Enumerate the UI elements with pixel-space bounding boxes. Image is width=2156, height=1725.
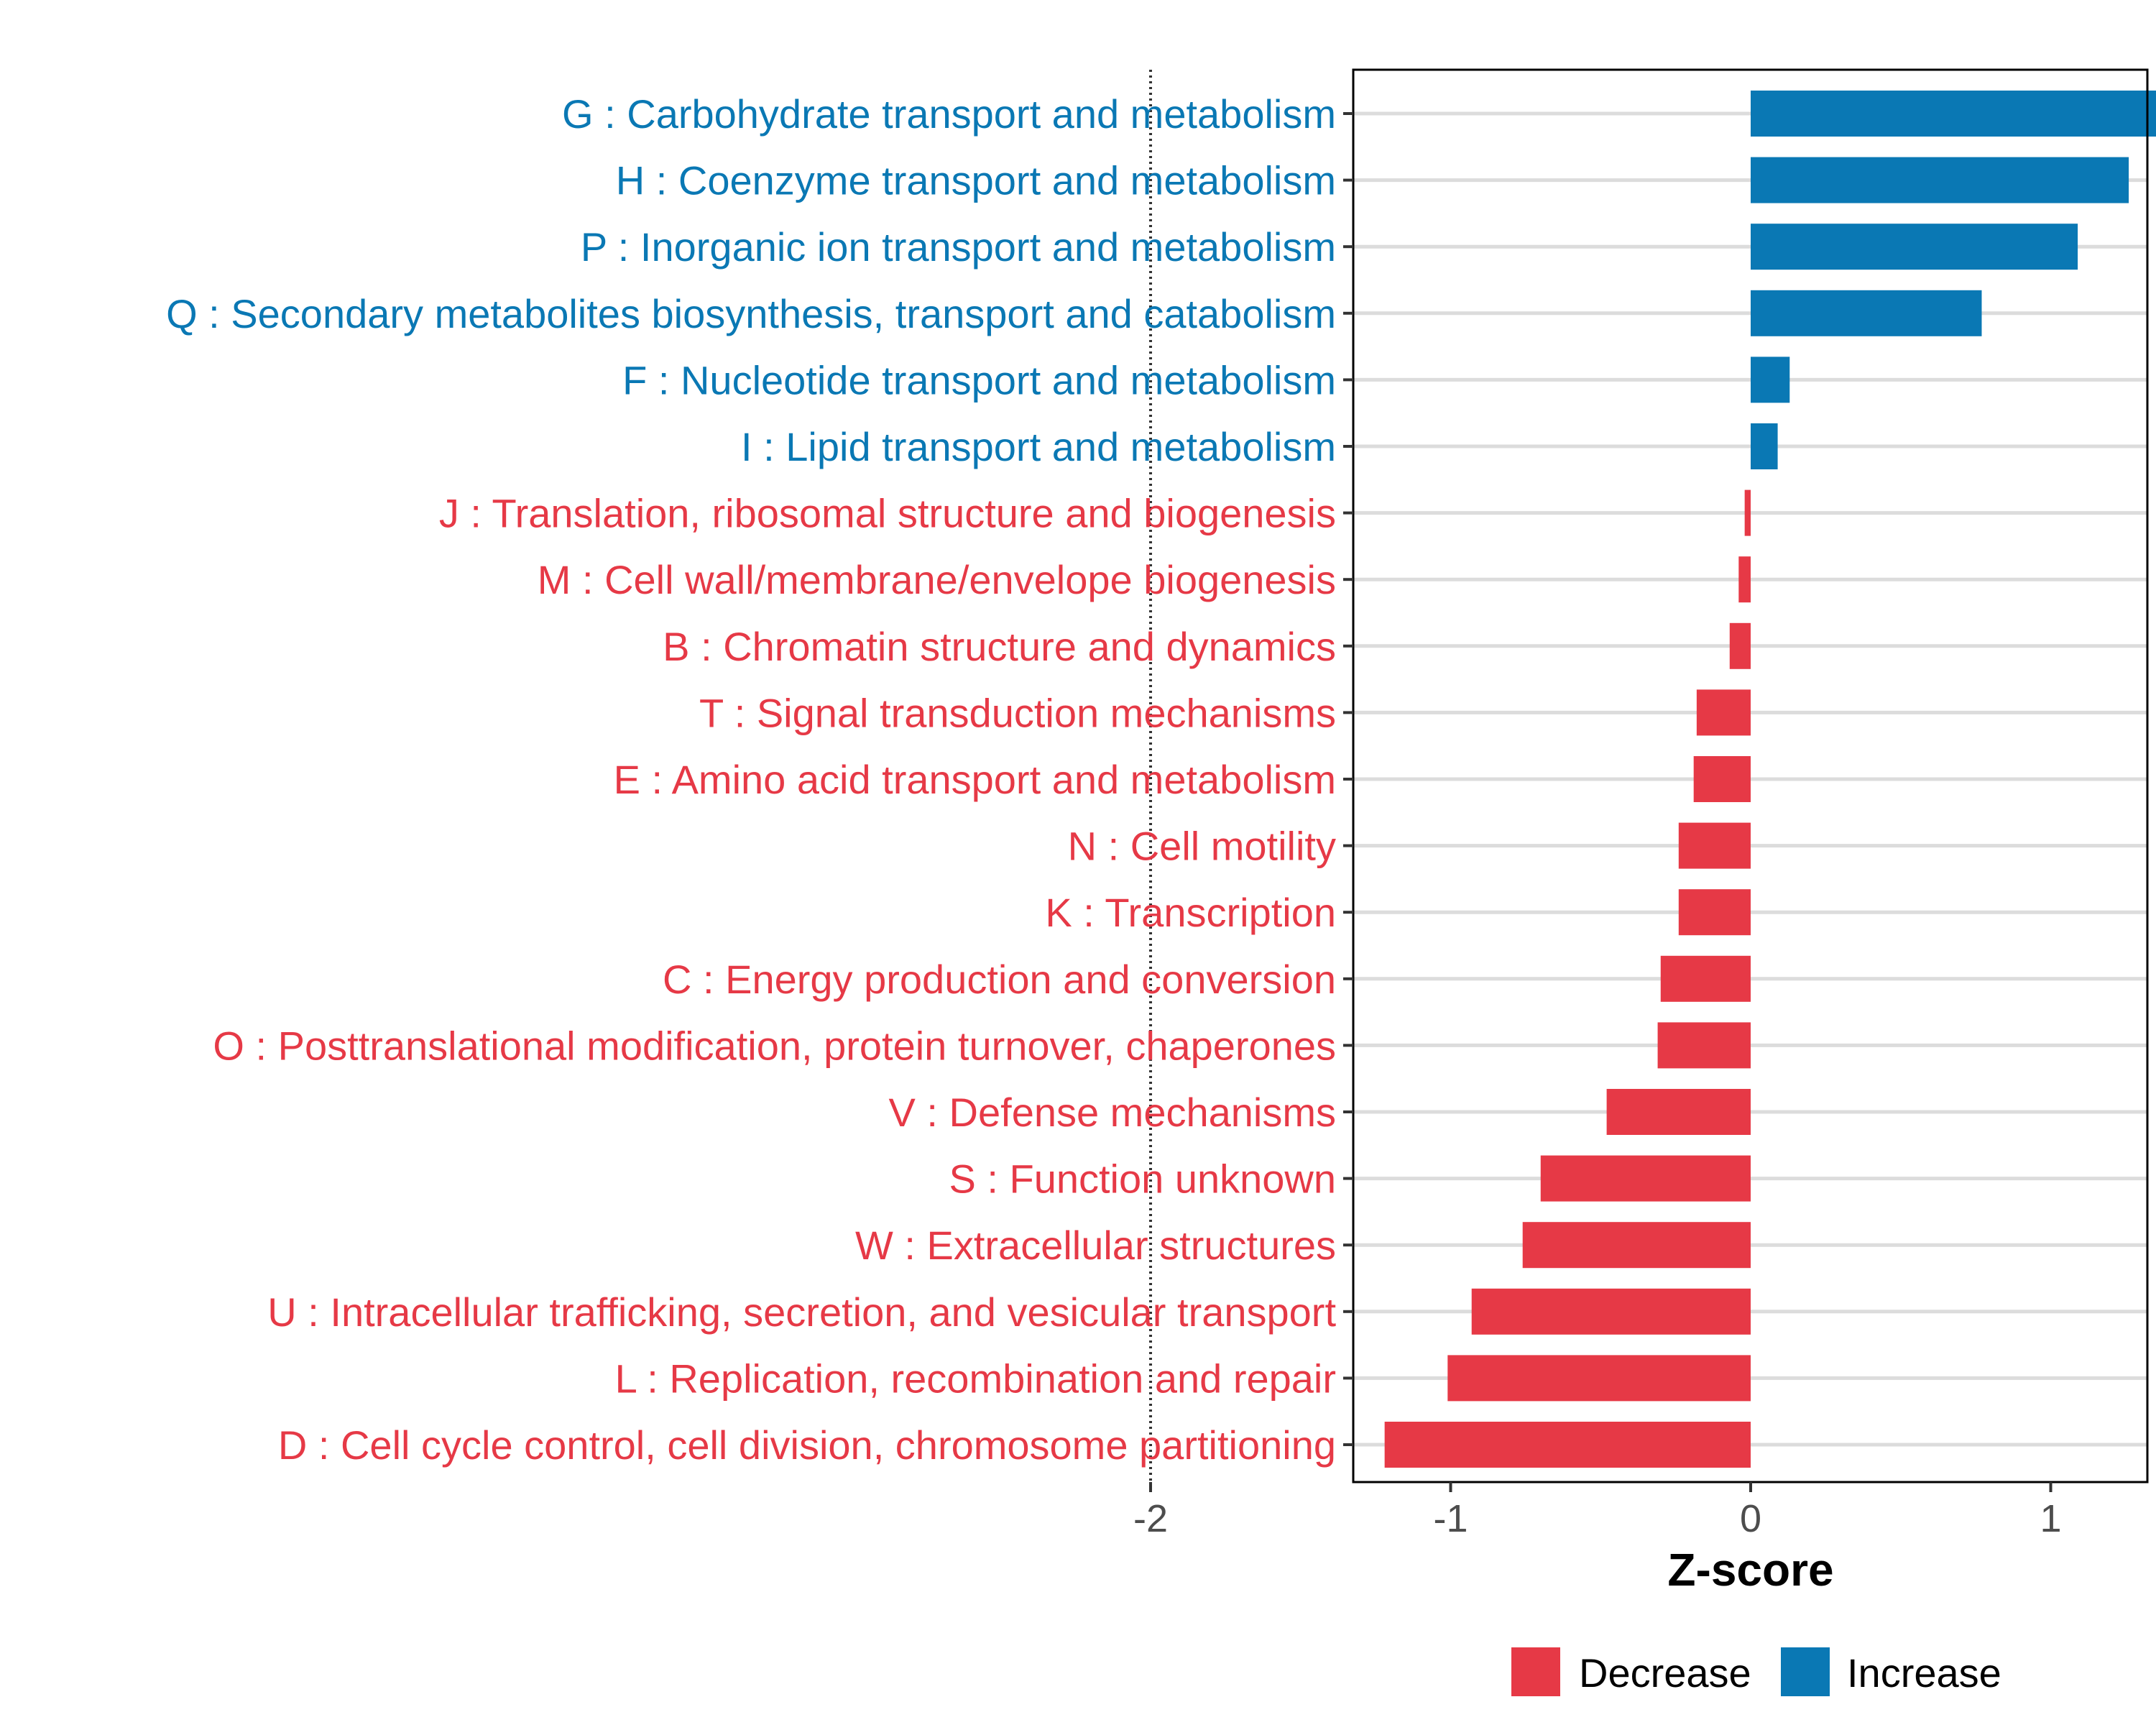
bar-decrease: [1678, 889, 1751, 936]
bar-increase: [1751, 91, 2156, 137]
category-label: K : Transcription: [1045, 890, 1336, 935]
bar-decrease: [1606, 1089, 1751, 1135]
category-label: T : Signal transduction mechanisms: [699, 690, 1336, 735]
category-label: O : Posttranslational modification, prot…: [213, 1023, 1336, 1068]
category-label: J : Translation, ribosomal structure and…: [439, 491, 1336, 536]
bar-decrease: [1471, 1288, 1751, 1335]
x-tick-label: -1: [1433, 1497, 1468, 1540]
category-label: F : Nucleotide transport and metabolism: [622, 357, 1336, 402]
category-label: D : Cell cycle control, cell division, c…: [278, 1422, 1336, 1468]
bar-decrease: [1657, 1022, 1751, 1069]
bar-decrease: [1678, 822, 1751, 869]
category-label: C : Energy production and conversion: [663, 957, 1336, 1002]
bar-decrease: [1447, 1355, 1751, 1402]
legend-swatch-increase: [1781, 1647, 1830, 1696]
category-label: V : Defense mechanisms: [889, 1090, 1336, 1135]
category-label: L : Replication, recombination and repai…: [615, 1356, 1336, 1401]
bar-increase: [1751, 290, 1982, 336]
legend-label-decrease: Decrease: [1579, 1650, 1751, 1696]
x-tick-label: -2: [1133, 1497, 1168, 1540]
category-label: S : Function unknown: [949, 1156, 1336, 1202]
bar-decrease: [1540, 1155, 1751, 1202]
bar-decrease: [1744, 489, 1751, 536]
bar-increase: [1751, 423, 1778, 469]
bar-decrease: [1522, 1222, 1751, 1269]
x-axis-title: Z-score: [1667, 1544, 1833, 1596]
x-tick-label: 1: [2040, 1497, 2061, 1540]
category-label: E : Amino acid transport and metabolism: [614, 757, 1336, 802]
bar-decrease: [1660, 955, 1751, 1002]
bar-decrease: [1729, 622, 1751, 669]
bar-increase: [1751, 157, 2129, 203]
category-label: P : Inorganic ion transport and metaboli…: [581, 224, 1336, 270]
bar-increase: [1751, 356, 1790, 403]
x-axis-ticks: -2-1012: [1133, 1482, 2062, 1540]
bar-increase: [1751, 224, 2078, 270]
legend: Decrease Increase: [1511, 1647, 2001, 1696]
category-label: B : Chromatin structure and dynamics: [663, 624, 1336, 669]
bar-decrease: [1384, 1422, 1751, 1468]
bars: [1384, 91, 2156, 1468]
bar-decrease: [1696, 689, 1751, 736]
y-axis-category-labels: G : Carbohydrate transport and metabolis…: [166, 91, 1336, 1468]
category-label: H : Coenzyme transport and metabolism: [616, 158, 1336, 203]
category-label: N : Cell motility: [1068, 824, 1336, 869]
y-axis-ticks: [1343, 112, 1353, 1446]
legend-swatch-decrease: [1511, 1647, 1560, 1696]
bar-decrease: [1738, 556, 1751, 603]
category-label: M : Cell wall/membrane/envelope biogenes…: [538, 557, 1336, 602]
category-label: U : Intracellular trafficking, secretion…: [267, 1289, 1336, 1335]
x-tick-label: 0: [1740, 1497, 1761, 1540]
category-label: G : Carbohydrate transport and metabolis…: [562, 91, 1336, 137]
legend-label-increase: Increase: [1847, 1650, 2001, 1696]
category-label: I : Lipid transport and metabolism: [741, 424, 1336, 469]
bar-decrease: [1693, 756, 1751, 802]
category-label: Q : Secondary metabolites biosynthesis, …: [166, 291, 1336, 336]
category-label: W : Extracellular structures: [855, 1223, 1336, 1268]
